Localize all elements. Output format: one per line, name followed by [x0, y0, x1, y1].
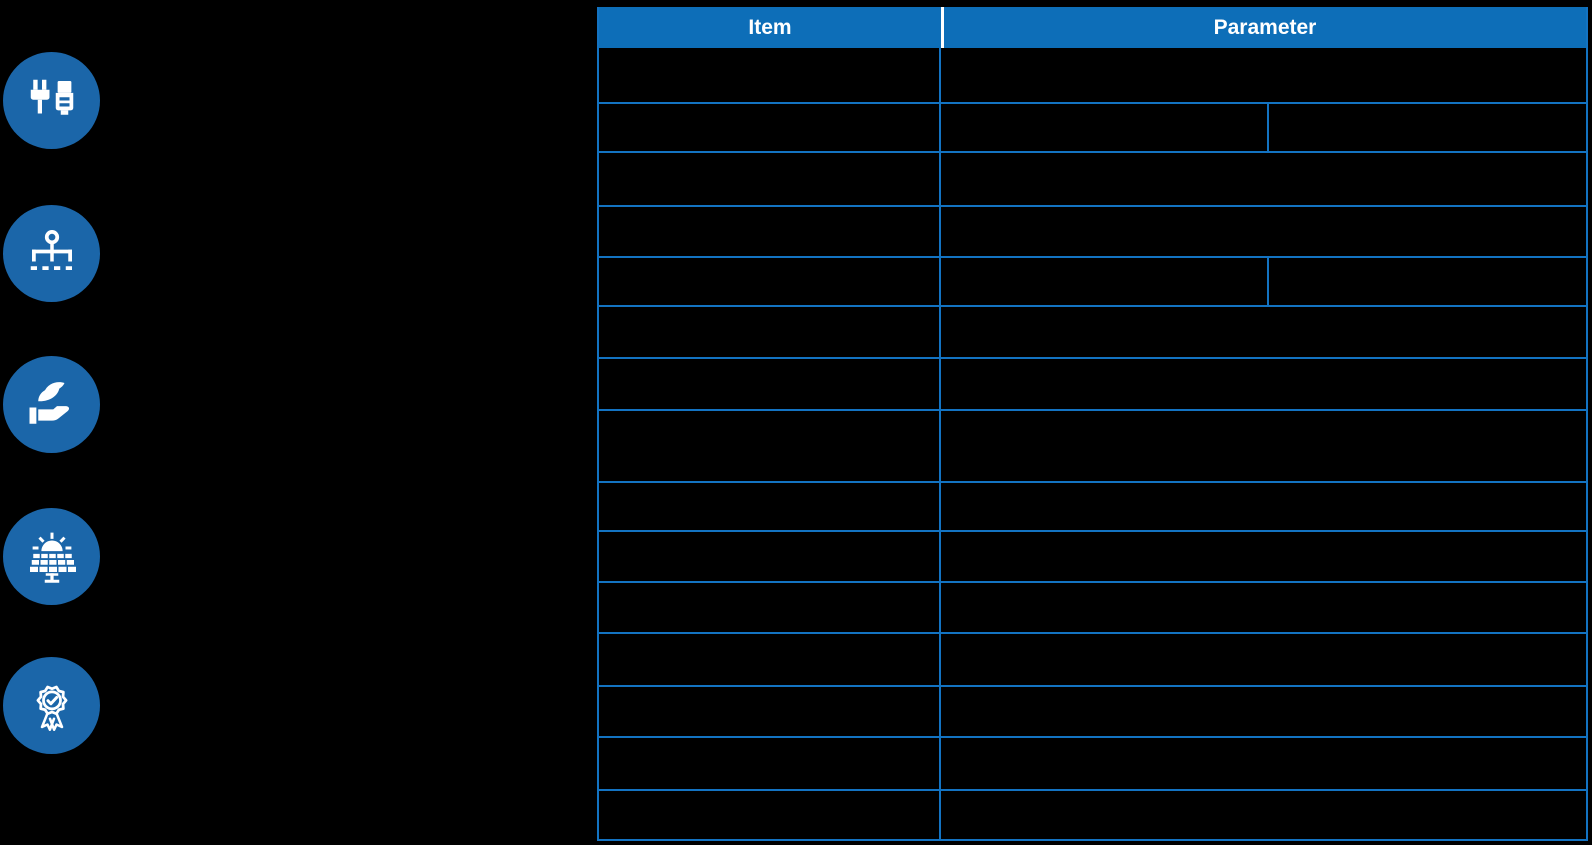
item-cell	[599, 583, 941, 632]
icon-badge	[3, 205, 100, 302]
item-cell	[599, 687, 941, 736]
parameter-subcell-left	[941, 104, 1269, 151]
network-ports-icon	[30, 229, 72, 270]
icon-badge	[3, 657, 100, 754]
table-row	[599, 687, 1586, 738]
parameter-cell	[941, 687, 1586, 736]
table-row	[599, 532, 1586, 583]
table-row	[599, 583, 1586, 634]
header-item-cell: Item	[748, 16, 792, 39]
spec-table: Item Parameter	[597, 7, 1588, 841]
parameter-subcell-right	[1269, 258, 1586, 305]
parameter-cell	[941, 48, 1586, 102]
parameter-cell	[941, 359, 1586, 409]
item-cell	[599, 738, 941, 789]
parameter-cell	[941, 583, 1586, 632]
item-cell	[599, 104, 941, 151]
item-cell	[599, 483, 941, 530]
parameter-subcell-left	[941, 258, 1269, 305]
spec-table-header: Item Parameter	[599, 7, 1586, 48]
icon-badge	[3, 508, 100, 605]
table-row	[599, 307, 1586, 359]
table-row	[599, 104, 1586, 153]
parameter-cell	[941, 153, 1586, 205]
item-cell	[599, 411, 941, 481]
parameter-cell	[941, 258, 1586, 305]
table-row	[599, 258, 1586, 307]
table-row	[599, 153, 1586, 207]
parameter-cell	[941, 307, 1586, 357]
parameter-cell	[941, 411, 1586, 481]
header-parameter-cell: Parameter	[1213, 16, 1317, 39]
parameter-cell	[941, 483, 1586, 530]
item-cell	[599, 307, 941, 357]
spec-table-body	[599, 48, 1586, 841]
table-row	[599, 411, 1586, 483]
table-row	[599, 48, 1586, 104]
parameter-cell	[941, 738, 1586, 789]
item-cell	[599, 153, 941, 205]
header-column-divider	[941, 7, 944, 48]
parameter-cell	[941, 634, 1586, 685]
table-row	[599, 791, 1586, 841]
item-cell	[599, 359, 941, 409]
item-cell	[599, 532, 941, 581]
parameter-cell	[941, 532, 1586, 581]
certification-badge-icon	[35, 685, 67, 731]
parameter-cell	[941, 791, 1586, 839]
table-row	[599, 359, 1586, 411]
solar-panel-icon	[29, 532, 76, 583]
table-row	[599, 483, 1586, 532]
item-cell	[599, 791, 941, 839]
table-row	[599, 634, 1586, 687]
item-cell	[599, 634, 941, 685]
item-cell	[599, 48, 941, 102]
parameter-cell	[941, 207, 1586, 256]
parameter-cell	[941, 104, 1586, 151]
item-cell	[599, 258, 941, 305]
icon-badge	[3, 52, 100, 149]
item-cell	[599, 207, 941, 256]
power-connectors-icon	[30, 79, 73, 115]
parameter-subcell-right	[1269, 104, 1586, 151]
icon-badge	[3, 356, 100, 453]
table-row	[599, 738, 1586, 791]
table-row	[599, 207, 1586, 258]
eco-leaf-hand-icon	[29, 381, 69, 424]
